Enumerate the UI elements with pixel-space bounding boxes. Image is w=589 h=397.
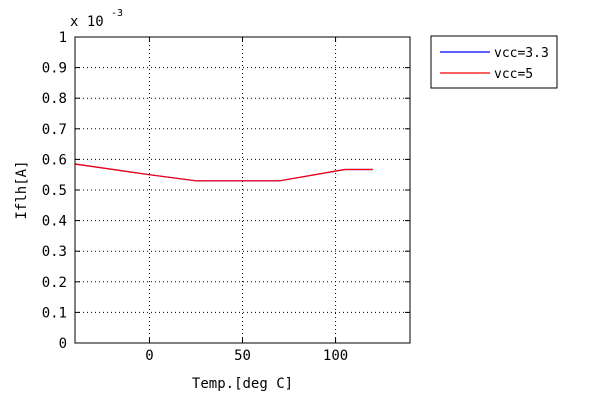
y-tick-label: 0 — [59, 336, 67, 352]
legend-label-vcc-3-3: vcc=3.3 — [494, 46, 549, 61]
ticks — [75, 36, 410, 344]
y-tick-label: 0.1 — [42, 305, 67, 321]
y-tick-labels: 0 0.1 0.2 0.3 0.4 0.5 0.6 0.7 0.8 0.9 1 — [42, 30, 67, 352]
y-multiplier-base: x 10 — [70, 14, 104, 30]
y-tick-label: 1 — [59, 30, 67, 46]
y-tick-label: 0.9 — [42, 61, 67, 77]
y-tick-label: 0.3 — [42, 244, 67, 260]
x-tick-labels: 0 50 100 — [145, 348, 348, 364]
y-tick-label: 0.4 — [42, 214, 67, 230]
y-axis-label: Iflh[A] — [14, 160, 30, 219]
y-tick-label: 0.2 — [42, 275, 67, 291]
y-tick-label: 0.8 — [42, 91, 67, 107]
x-tick-label: 100 — [323, 348, 348, 364]
series-lines — [74, 163, 373, 182]
y-tick-label: 0.6 — [42, 152, 67, 168]
legend-box — [430, 35, 558, 89]
y-tick-label: 0.7 — [42, 122, 67, 138]
legend: vcc=3.3 vcc=5 — [430, 35, 558, 89]
legend-label-vcc-5: vcc=5 — [494, 67, 533, 82]
grid-lines — [75, 37, 410, 343]
y-tick-label: 0.5 — [42, 183, 67, 199]
x-tick-label: 50 — [234, 348, 251, 364]
x-tick-label: 0 — [145, 348, 153, 364]
y-multiplier-exponent: -3 — [111, 8, 123, 19]
x-axis-label: Temp.[deg C] — [192, 376, 293, 392]
series-line-vcc-5 — [74, 163, 373, 182]
